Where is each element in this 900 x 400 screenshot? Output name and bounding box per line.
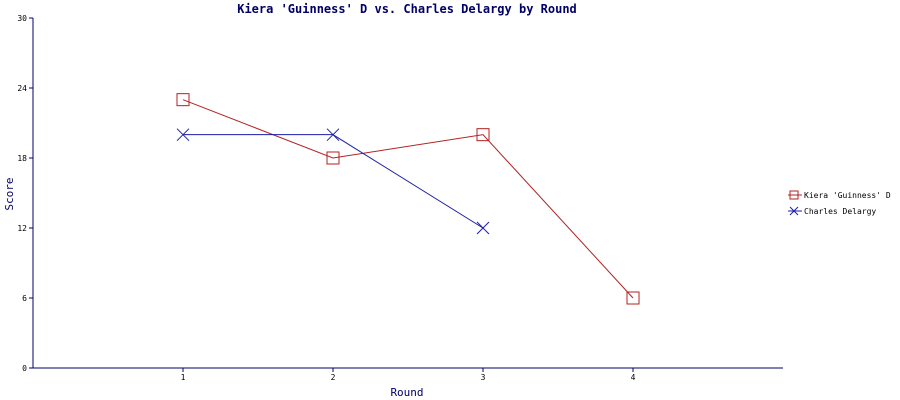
series-line [182,99,634,299]
data-point [176,93,190,107]
legend-label: Charles Delargy [804,207,876,216]
y-tick-label: 24 [17,84,27,93]
data-point [326,151,340,165]
legend: Kiera 'Guinness' D Charles Delargy [788,190,891,216]
axes [32,18,783,369]
y-axis-label: Score [3,177,16,210]
x-tick-group: 1 2 3 4 [181,368,636,382]
legend-marker [789,190,799,200]
y-tick-label: 30 [17,14,27,23]
data-point [626,291,640,305]
data-point [476,221,490,235]
y-tick-group: 0 6 12 18 24 30 [17,14,33,373]
data-point [326,128,340,142]
x-tick-label: 3 [481,373,486,382]
series-1 [176,128,490,235]
x-tick-label: 1 [181,373,186,382]
legend-marker [789,206,799,216]
x-tick-label: 4 [631,373,636,382]
series-layer [176,93,640,305]
legend-item: Kiera 'Guinness' D [788,190,891,200]
data-point [176,128,190,142]
legend-label: Kiera 'Guinness' D [804,191,891,200]
x-axis-label: Round [390,386,423,399]
series-0 [176,93,640,305]
data-point [476,128,490,142]
y-tick-label: 0 [22,364,27,373]
y-tick-label: 6 [22,294,27,303]
y-tick-label: 12 [17,224,27,233]
chart-title: Kiera 'Guinness' D vs. Charles Delargy b… [237,2,577,16]
y-tick-label: 18 [17,154,27,163]
legend-item: Charles Delargy [788,206,876,216]
x-tick-label: 2 [331,373,336,382]
series-line [183,134,484,229]
